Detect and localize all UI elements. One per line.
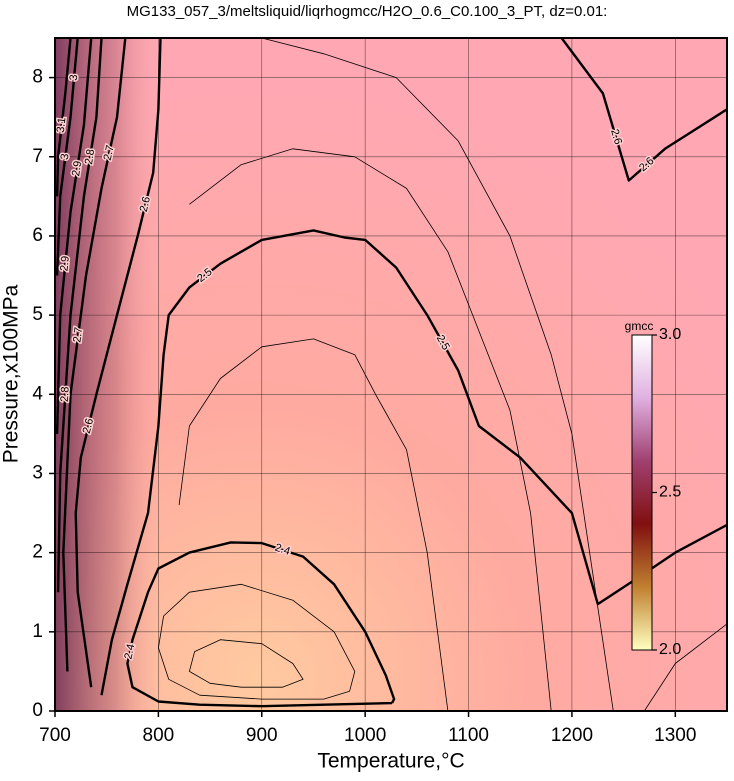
contour-major [126,541,396,708]
colorbar [631,334,653,651]
contour-major [55,38,79,276]
chart-title: MG133_057_3/meltsliquid/liqrhogmcc/H2O_0… [127,3,608,20]
contour-label: 3 [68,74,81,81]
y-tick-label: 4 [32,383,43,404]
y-tick-label: 6 [32,225,43,246]
contour-minor [643,623,727,711]
y-tick-label: 8 [32,67,43,88]
contour-minor [189,639,304,688]
contour-label: 2.9 [70,160,84,177]
contour-major [62,38,127,672]
plot-shading [55,38,727,711]
contour-label: 2.4 [122,643,137,661]
x-tick-label: 1200 [551,725,593,746]
contour-major [100,229,727,696]
y-tick-label: 0 [32,700,43,721]
x-tick-label: 700 [39,725,71,746]
y-tick-label: 2 [32,542,43,563]
contour-label: 2.6 [81,417,96,435]
plot-frame [54,37,728,712]
contour-label: 2.7 [71,327,85,344]
contour-major [560,38,727,182]
x-tick-label: 900 [246,725,278,746]
contour-major [56,38,103,593]
contour-label: 2.8 [83,148,97,165]
y-tick-label: 1 [32,621,43,642]
colorbar-tick-label: 3.0 [659,326,681,343]
x-tick-label: 800 [143,725,175,746]
contour-major [74,38,162,688]
contour-label: 2.6 [138,195,153,213]
colorbar-label: gmcc [625,319,654,333]
colorbar-tick-label: 2.5 [659,484,681,501]
x-tick-label: 1300 [654,725,696,746]
y-axis-label: Pressure,x100MPa [0,284,23,463]
contour-label: 2.8 [59,386,72,402]
contour-minor [261,38,614,711]
contour-minor [158,583,356,700]
y-tick-label: 5 [32,304,43,325]
x-tick-label: 1000 [344,725,386,746]
contour-minor [178,338,449,711]
contour-minor [189,148,552,711]
contour-label: 3 [59,153,72,161]
x-axis-label: Temperature,°C [317,750,464,773]
colorbar-tick-label: 2.0 [659,641,681,658]
contour-major [55,38,72,197]
y-tick-label: 7 [32,146,43,167]
y-tick-label: 3 [32,462,43,483]
contour-major [55,38,93,434]
x-tick-label: 1100 [448,725,489,746]
contour-label: 2.9 [58,255,71,271]
contour-label: 3.1 [55,117,69,134]
contour-label: 2.7 [102,144,117,162]
